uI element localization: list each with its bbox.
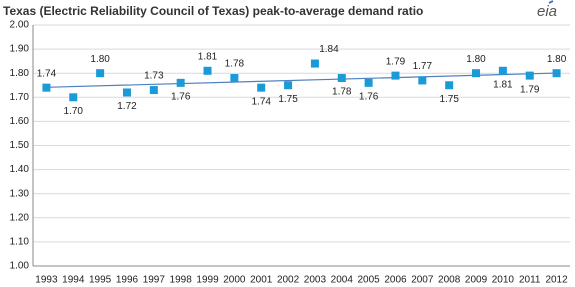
x-tick-label: 1998 xyxy=(170,275,193,286)
marker xyxy=(445,81,454,90)
x-tick-label: 2002 xyxy=(277,275,300,286)
data-label: 1.77 xyxy=(413,61,433,72)
x-tick-label: 2004 xyxy=(331,275,354,286)
y-tick-label: 2.00 xyxy=(10,20,30,31)
data-label: 1.73 xyxy=(144,71,164,82)
x-tick-label: 2006 xyxy=(384,275,407,286)
x-tick-label: 2005 xyxy=(358,275,381,286)
data-label: 1.80 xyxy=(466,54,486,65)
y-tick-label: 1.70 xyxy=(10,92,30,103)
y-tick-label: 1.60 xyxy=(10,116,30,127)
marker xyxy=(552,69,561,78)
marker xyxy=(498,66,507,75)
marker xyxy=(176,78,185,87)
marker xyxy=(418,76,427,85)
data-label: 1.76 xyxy=(359,91,379,102)
marker xyxy=(364,78,373,87)
y-tick-label: 1.30 xyxy=(10,188,30,199)
x-tick-label: 1999 xyxy=(196,275,219,286)
marker xyxy=(42,83,51,92)
data-label: 1.79 xyxy=(520,84,540,95)
x-tick-label: 1997 xyxy=(143,275,166,286)
marker xyxy=(284,81,293,90)
y-tick-label: 1.10 xyxy=(10,237,30,248)
x-tick-label: 1993 xyxy=(35,275,58,286)
x-tick-label: 1994 xyxy=(62,275,85,286)
marker xyxy=(257,83,266,92)
x-tick-label: 2003 xyxy=(304,275,327,286)
data-label: 1.74 xyxy=(37,68,57,79)
data-label: 1.75 xyxy=(278,94,298,105)
y-tick-label: 1.80 xyxy=(10,68,30,79)
data-label: 1.81 xyxy=(493,79,513,90)
x-tick-label: 2001 xyxy=(250,275,273,286)
data-label: 1.78 xyxy=(332,87,352,98)
marker xyxy=(203,66,212,75)
logo: eia xyxy=(537,3,557,20)
y-tick-label: 1.40 xyxy=(10,164,30,175)
y-tick-label: 1.20 xyxy=(10,212,30,223)
logo-accent xyxy=(548,0,554,4)
x-tick-label: 2011 xyxy=(519,275,541,286)
x-tick-label: 2007 xyxy=(411,275,434,286)
marker xyxy=(525,71,534,80)
data-label: 1.75 xyxy=(439,94,459,105)
marker xyxy=(472,69,481,78)
marker xyxy=(391,71,400,80)
x-tick-label: 2008 xyxy=(438,275,461,286)
marker xyxy=(310,59,319,68)
trend-line xyxy=(46,72,557,88)
data-label: 1.72 xyxy=(117,101,137,112)
marker xyxy=(122,88,131,97)
marker xyxy=(230,74,239,83)
y-tick-label: 1.50 xyxy=(10,140,30,151)
x-tick-label: 2009 xyxy=(465,275,488,286)
data-label: 1.70 xyxy=(64,106,84,117)
x-tick-label: 2012 xyxy=(545,275,568,286)
marker xyxy=(149,86,158,95)
data-label: 1.78 xyxy=(225,59,245,70)
x-tick-label: 2010 xyxy=(492,275,515,286)
data-label: 1.74 xyxy=(251,96,271,107)
x-tick-label: 1995 xyxy=(89,275,112,286)
y-tick-label: 1.90 xyxy=(10,44,30,55)
marker xyxy=(96,69,105,78)
chart-title: Texas (Electric Reliability Council of T… xyxy=(3,4,423,18)
y-tick-label: 1.00 xyxy=(10,261,30,272)
data-label: 1.84 xyxy=(319,44,339,55)
marker xyxy=(69,93,78,102)
x-tick-label: 2000 xyxy=(223,275,246,286)
data-label: 1.80 xyxy=(90,54,110,65)
marker xyxy=(337,74,346,83)
x-tick-label: 1996 xyxy=(116,275,139,286)
data-label: 1.76 xyxy=(171,91,191,102)
data-label: 1.80 xyxy=(547,54,567,65)
data-label: 1.79 xyxy=(386,56,406,67)
data-label: 1.81 xyxy=(198,51,218,62)
